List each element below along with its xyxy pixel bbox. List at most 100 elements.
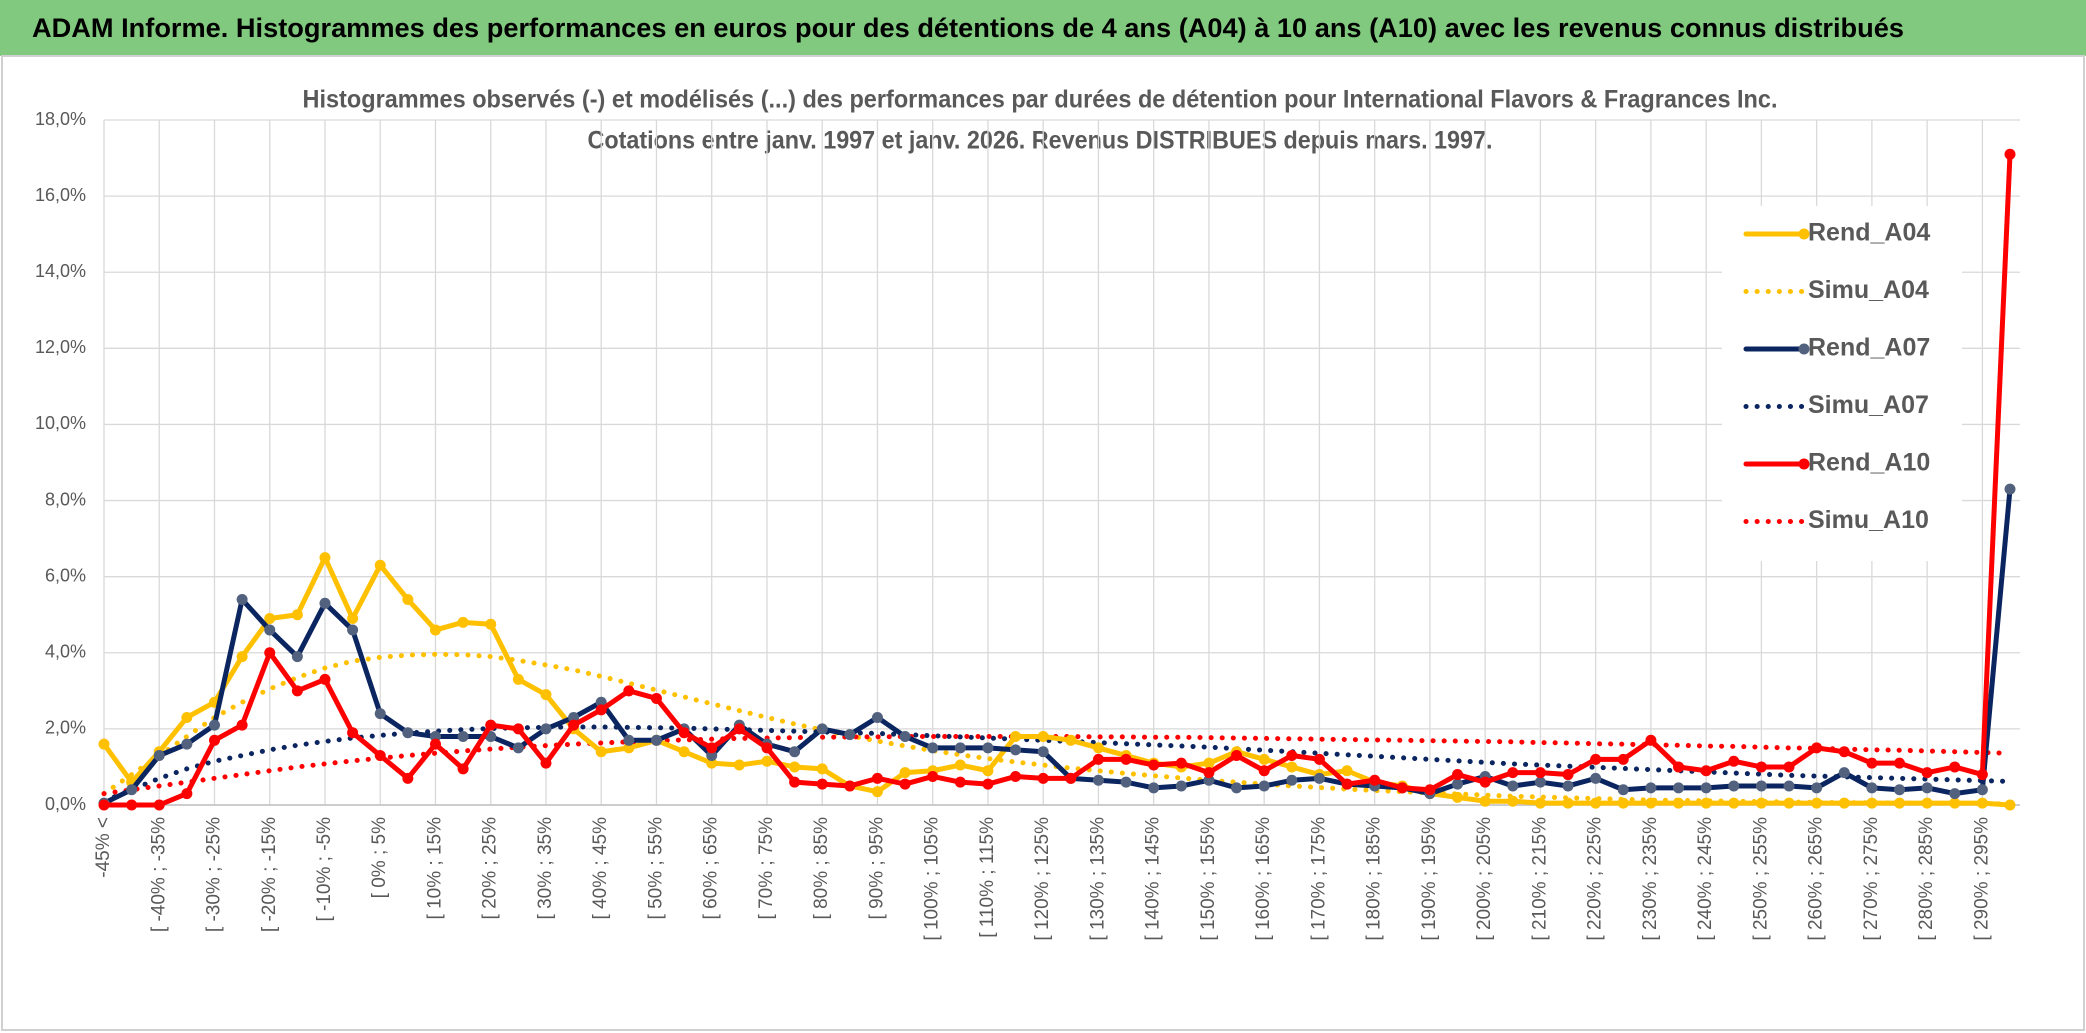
legend: Rend_A04 Simu_A04 Rend_A07 Simu_A07 Rend_A10… (1722, 206, 1962, 561)
point (871, 786, 883, 798)
point (706, 742, 718, 754)
point (540, 723, 552, 735)
point (1120, 776, 1132, 788)
point (1562, 797, 1574, 809)
point (181, 711, 193, 723)
point (485, 719, 497, 731)
point (623, 734, 635, 746)
y-tick-label: 14,0% (35, 261, 86, 281)
point (1562, 780, 1574, 792)
point (1120, 753, 1132, 765)
point (1976, 769, 1988, 781)
point (1507, 767, 1519, 779)
point (1894, 797, 1906, 809)
point (1341, 765, 1353, 777)
point (1949, 797, 1961, 809)
point (1148, 782, 1160, 794)
point (98, 799, 110, 811)
point (319, 597, 331, 609)
point (1617, 797, 1629, 809)
legend-marker (1798, 228, 1810, 240)
point (623, 742, 635, 754)
point (512, 673, 524, 685)
x-tick-label: [ 210% ; 215% (1529, 817, 1550, 941)
frame (1, 55, 2085, 1031)
observed-line (101, 151, 2013, 808)
point (1396, 782, 1408, 794)
observed-line (101, 555, 2013, 808)
point (954, 759, 966, 771)
y-tick-label: 2,0% (45, 718, 86, 738)
point (126, 799, 138, 811)
x-tick-label: [ 230% ; 235% (1640, 817, 1661, 941)
x-tick-label: [ 70% ; 75% (756, 817, 777, 920)
x-tick-label: [ 50% ; 55% (645, 817, 666, 920)
x-tick-label: [ 130% ; 135% (1087, 817, 1108, 941)
point (982, 778, 994, 790)
x-tick-label: [ 150% ; 155% (1198, 817, 1219, 941)
y-tick-label: 6,0% (45, 565, 86, 585)
point (899, 767, 911, 779)
point (789, 761, 801, 773)
point (1700, 797, 1712, 809)
point (126, 784, 138, 796)
point (1065, 772, 1077, 784)
point (1700, 765, 1712, 777)
point (1479, 795, 1491, 807)
point (1313, 772, 1325, 784)
point (1258, 753, 1270, 765)
point (2004, 483, 2016, 495)
point (706, 750, 718, 762)
point (1590, 753, 1602, 765)
point (1507, 780, 1519, 792)
point (1037, 731, 1049, 742)
point (347, 727, 359, 739)
point (1894, 757, 1906, 769)
point (1728, 780, 1740, 792)
point (402, 727, 414, 739)
point (789, 776, 801, 788)
x-tick-label: [ 200% ; 205% (1474, 817, 1495, 941)
x-tick-label: [ 10% ; 15% (424, 817, 445, 920)
point (1534, 767, 1546, 779)
x-tick-label: [ 270% ; 275% (1861, 817, 1882, 941)
point (1921, 797, 1933, 809)
point (1065, 734, 1077, 746)
point (761, 755, 773, 767)
point (1673, 797, 1685, 809)
x-tick-label: [ 170% ; 175% (1308, 817, 1329, 941)
point (568, 719, 580, 731)
legend-label: Rend_A10 (1808, 449, 1930, 477)
point (319, 673, 331, 685)
point (1203, 767, 1215, 779)
point (374, 559, 386, 571)
point (2004, 799, 2016, 811)
point (650, 692, 662, 704)
point (1175, 780, 1187, 792)
point (429, 624, 441, 636)
x-tick-label: [ 220% ; 225% (1585, 817, 1606, 941)
point (1313, 753, 1325, 765)
point (374, 708, 386, 720)
header-title: ADAM Informe. Histogrammes des performan… (32, 13, 1904, 43)
legend-label: Simu_A07 (1808, 391, 1929, 419)
point (402, 772, 414, 784)
legend-label: Simu_A10 (1808, 506, 1929, 534)
legend-marker (1798, 458, 1810, 470)
point (1092, 774, 1104, 786)
point (1507, 795, 1519, 807)
header-bar (0, 0, 2086, 56)
point (595, 704, 607, 716)
point (319, 552, 331, 564)
point (347, 613, 359, 625)
point (816, 763, 828, 775)
point (1452, 769, 1464, 781)
point (1728, 797, 1740, 809)
point (1811, 742, 1823, 754)
point (1148, 759, 1160, 771)
point (1037, 772, 1049, 784)
point (2004, 148, 2016, 160)
point (1645, 734, 1657, 746)
point (595, 746, 607, 758)
